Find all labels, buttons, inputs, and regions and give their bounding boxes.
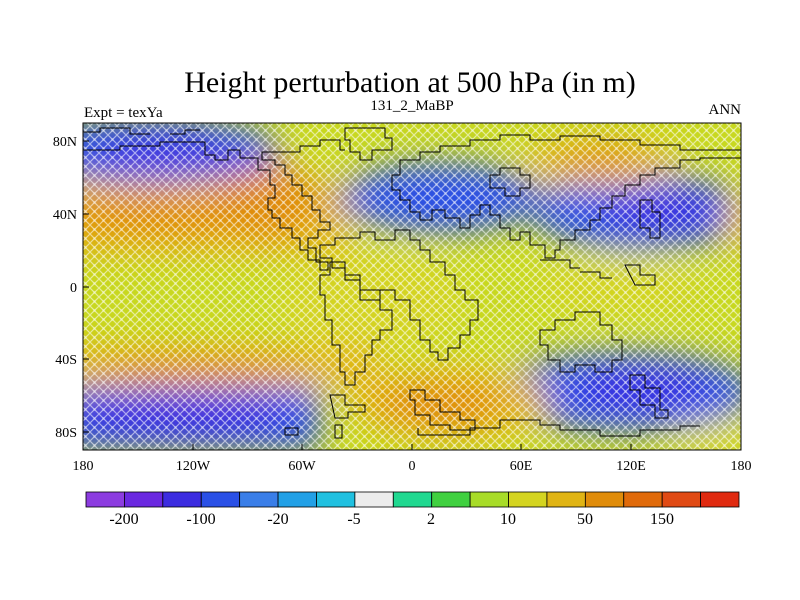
colorbar xyxy=(85,491,740,508)
colorbar-swatch xyxy=(546,491,586,508)
x-tick-label: 60E xyxy=(510,459,533,474)
experiment-label: Expt = texYa xyxy=(84,105,163,121)
colorbar-labels: -200 -100 -20 -5 2 10 50 150 xyxy=(109,511,674,528)
colorbar-swatch xyxy=(316,491,356,508)
case-label: 131_2_MaBP xyxy=(370,98,453,114)
season-label: ANN xyxy=(709,102,742,118)
colorbar-swatch xyxy=(623,491,663,508)
coastlines xyxy=(83,127,741,439)
colorbar-swatch xyxy=(124,491,164,508)
colorbar-swatch xyxy=(392,491,433,508)
colorbar-label: 150 xyxy=(650,511,674,528)
colorbar-label: -20 xyxy=(267,511,288,528)
colorbar-swatch xyxy=(584,491,625,508)
colorbar-swatch xyxy=(162,491,202,508)
y-tick-labels: 80N 40N 0 40S 80S xyxy=(53,135,77,441)
y-tick-label: 80N xyxy=(53,135,77,150)
colorbar-swatch xyxy=(277,491,317,508)
colorbar-swatch xyxy=(200,491,241,508)
x-tick-label: 180 xyxy=(73,459,94,474)
y-tick-label: 40N xyxy=(53,208,77,223)
colorbar-swatch xyxy=(431,491,471,508)
x-tick-labels: 180 120W 60W 0 60E 120E 180 xyxy=(73,459,752,474)
colorbar-label: 10 xyxy=(500,511,516,528)
colorbar-label: 50 xyxy=(577,511,593,528)
colorbar-label: -200 xyxy=(109,511,138,528)
colorbar-label: 2 xyxy=(427,511,435,528)
colorbar-swatch xyxy=(700,491,740,508)
colorbar-swatch xyxy=(508,491,548,508)
x-tick-label: 180 xyxy=(731,459,752,474)
y-tick-label: 80S xyxy=(55,426,77,441)
colorbar-swatch xyxy=(661,491,701,508)
colorbar-label: -100 xyxy=(186,511,215,528)
axis-ticks xyxy=(82,140,742,450)
figure-title: Height perturbation at 500 hPa (in m) xyxy=(184,66,636,99)
map-field xyxy=(83,123,741,450)
colorbar-label: -5 xyxy=(347,511,360,528)
x-tick-label: 120W xyxy=(176,459,211,474)
x-tick-label: 0 xyxy=(409,459,416,474)
colorbar-swatch xyxy=(239,491,279,508)
colorbar-swatch xyxy=(354,491,394,508)
y-tick-label: 40S xyxy=(55,353,77,368)
y-tick-label: 0 xyxy=(70,281,77,296)
x-tick-label: 60W xyxy=(288,459,316,474)
colorbar-swatch xyxy=(85,491,125,508)
x-tick-label: 120E xyxy=(616,459,646,474)
colorbar-swatch xyxy=(469,491,509,508)
